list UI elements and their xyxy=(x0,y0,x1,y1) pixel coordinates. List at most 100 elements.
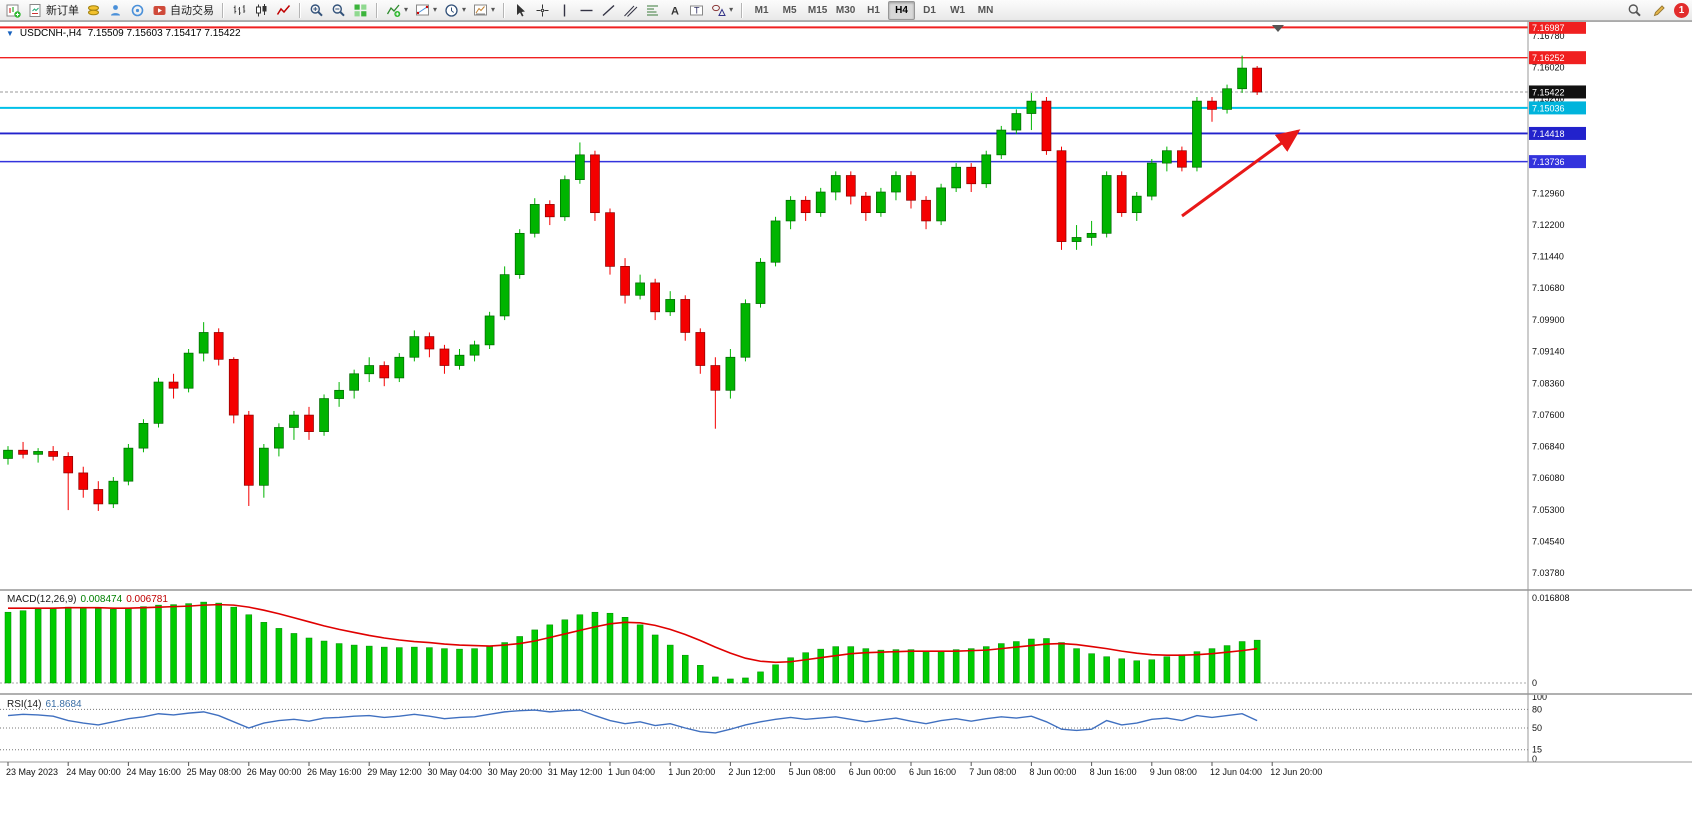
new-chart-icon xyxy=(6,4,21,18)
fibonacci-icon xyxy=(647,5,659,15)
svg-text:7.10680: 7.10680 xyxy=(1532,283,1565,293)
svg-text:7.15260: 7.15260 xyxy=(1532,94,1565,104)
horizontal-line-button[interactable] xyxy=(576,1,597,20)
navigator-button[interactable] xyxy=(105,1,126,20)
label-button[interactable]: T xyxy=(686,1,707,20)
panel-separators[interactable] xyxy=(0,21,1692,763)
time-axis[interactable]: 23 May 2023 24 May 00:00 24 May 16:00 25 Ma… xyxy=(6,762,1322,777)
edit-icon xyxy=(1653,4,1665,16)
chevron-down-icon: ▾ xyxy=(433,5,438,14)
price-chart[interactable]: 7.16780 7.16020 7.15260 7.12960 7.12200 7.114… xyxy=(0,21,1692,837)
svg-text:7.04540: 7.04540 xyxy=(1532,536,1565,546)
svg-text:T: T xyxy=(694,5,700,15)
timeframe-m1-button[interactable]: M1 xyxy=(748,1,775,20)
macd-panel[interactable]: 0.016808 0 xyxy=(0,593,1570,688)
svg-text:7.12960: 7.12960 xyxy=(1532,189,1565,199)
timeframe-mn-button[interactable]: MN xyxy=(972,1,999,20)
line-chart-button[interactable] xyxy=(273,1,294,20)
indicators-button[interactable]: ▾ xyxy=(383,1,411,20)
shapes-button[interactable]: ▾ xyxy=(708,1,736,20)
horizontal-line-icon xyxy=(580,9,593,11)
timeframe-d1-button[interactable]: D1 xyxy=(916,1,943,20)
template-icon xyxy=(474,4,488,15)
edit-button[interactable] xyxy=(1649,1,1670,20)
svg-text:7.15036: 7.15036 xyxy=(1532,103,1565,113)
search-button[interactable] xyxy=(1624,1,1645,20)
new-order-button[interactable]: 新订单 xyxy=(25,1,82,20)
zoom-in-icon xyxy=(310,3,323,16)
crosshair-button[interactable] xyxy=(532,1,553,20)
autotrading-icon xyxy=(153,5,166,15)
channel-button[interactable] xyxy=(620,1,641,20)
objects-button[interactable]: ▾ xyxy=(412,1,440,20)
trendline-icon xyxy=(602,4,615,16)
svg-text:7.05300: 7.05300 xyxy=(1532,505,1565,515)
svg-text:7.11440: 7.11440 xyxy=(1532,251,1564,261)
svg-text:30 May 04:00: 30 May 04:00 xyxy=(427,767,482,777)
periods-button[interactable]: ▾ xyxy=(441,1,469,20)
zoom-out-button[interactable] xyxy=(328,1,349,20)
svg-text:7.16987: 7.16987 xyxy=(1532,23,1565,33)
toolbar-separator xyxy=(222,2,224,18)
notification-badge[interactable]: 1 xyxy=(1674,2,1689,18)
timeframe-h4-button[interactable]: H4 xyxy=(888,0,916,20)
timeframe-h1-button[interactable]: H1 xyxy=(860,1,887,20)
cursor-button[interactable] xyxy=(510,1,531,20)
svg-text:12 Jun 20:00: 12 Jun 20:00 xyxy=(1270,767,1322,777)
svg-text:5 Jun 08:00: 5 Jun 08:00 xyxy=(789,767,836,777)
svg-text:15: 15 xyxy=(1532,745,1542,755)
zoom-out-icon xyxy=(332,3,345,16)
autotrading-button[interactable]: 自动交易 xyxy=(149,1,217,20)
periods-clock-icon xyxy=(445,3,458,17)
candlestick-chart-button[interactable] xyxy=(251,1,272,20)
navigator-icon xyxy=(111,4,120,15)
svg-text:24 May 16:00: 24 May 16:00 xyxy=(126,767,181,777)
hline-objects[interactable] xyxy=(0,26,1528,163)
svg-text:12 Jun 04:00: 12 Jun 04:00 xyxy=(1210,767,1262,777)
svg-text:6 Jun 16:00: 6 Jun 16:00 xyxy=(909,767,956,777)
vertical-line-button[interactable] xyxy=(554,1,575,20)
svg-text:7.13736: 7.13736 xyxy=(1532,157,1565,167)
text-button[interactable]: A xyxy=(664,1,685,20)
svg-text:26 May 00:00: 26 May 00:00 xyxy=(247,767,302,777)
timeframe-w1-button[interactable]: W1 xyxy=(944,1,971,20)
search-icon xyxy=(1628,3,1641,16)
trendline-button[interactable] xyxy=(598,1,619,20)
svg-text:7.16252: 7.16252 xyxy=(1532,53,1565,63)
price-badges: 7.16987 7.16252 7.15036 7.14418 7.13736 7.154… xyxy=(1529,21,1586,169)
chart-shift-marker[interactable] xyxy=(1272,25,1284,32)
line-chart-icon xyxy=(276,4,291,15)
fibonacci-button[interactable] xyxy=(642,1,663,20)
new-chart-button[interactable] xyxy=(3,1,24,20)
svg-text:8 Jun 00:00: 8 Jun 00:00 xyxy=(1029,767,1076,777)
zoom-in-button[interactable] xyxy=(306,1,327,20)
autotrading-label: 自动交易 xyxy=(170,5,214,17)
terminal-button[interactable] xyxy=(127,1,148,20)
market-watch-button[interactable] xyxy=(83,1,104,20)
svg-text:7.07600: 7.07600 xyxy=(1532,410,1565,420)
rsi-panel[interactable]: 100 80 50 150 xyxy=(0,692,1547,764)
price-axis[interactable]: 7.16780 7.16020 7.15260 7.12960 7.12200 7.114… xyxy=(1532,31,1565,578)
trend-arrow[interactable] xyxy=(1181,129,1301,218)
svg-text:30 May 20:00: 30 May 20:00 xyxy=(488,767,543,777)
svg-text:1 Jun 20:00: 1 Jun 20:00 xyxy=(668,767,715,777)
svg-text:6 Jun 00:00: 6 Jun 00:00 xyxy=(849,767,896,777)
chart-window: 7.16780 7.16020 7.15260 7.12960 7.12200 7.114… xyxy=(0,21,1692,837)
timeframe-m5-button[interactable]: M5 xyxy=(776,1,803,20)
svg-text:7.06840: 7.06840 xyxy=(1532,441,1565,451)
channel-icon xyxy=(624,5,638,17)
svg-text:31 May 12:00: 31 May 12:00 xyxy=(548,767,603,777)
timeframe-m15-button[interactable]: M15 xyxy=(804,1,831,20)
toolbar-separator xyxy=(299,2,301,18)
templates-button[interactable]: ▾ xyxy=(470,1,498,20)
tile-windows-button[interactable] xyxy=(350,1,371,20)
svg-text:2 Jun 12:00: 2 Jun 12:00 xyxy=(728,767,775,777)
bar-chart-button[interactable] xyxy=(229,1,250,20)
svg-text:24 May 00:00: 24 May 00:00 xyxy=(66,767,121,777)
svg-text:7.15422: 7.15422 xyxy=(1532,87,1565,97)
svg-text:7.09900: 7.09900 xyxy=(1532,315,1565,325)
bar-chart-icon xyxy=(233,4,246,15)
svg-text:23 May 2023: 23 May 2023 xyxy=(6,767,58,777)
timeframe-m30-button[interactable]: M30 xyxy=(832,1,859,20)
chevron-down-icon: ▾ xyxy=(404,5,409,14)
